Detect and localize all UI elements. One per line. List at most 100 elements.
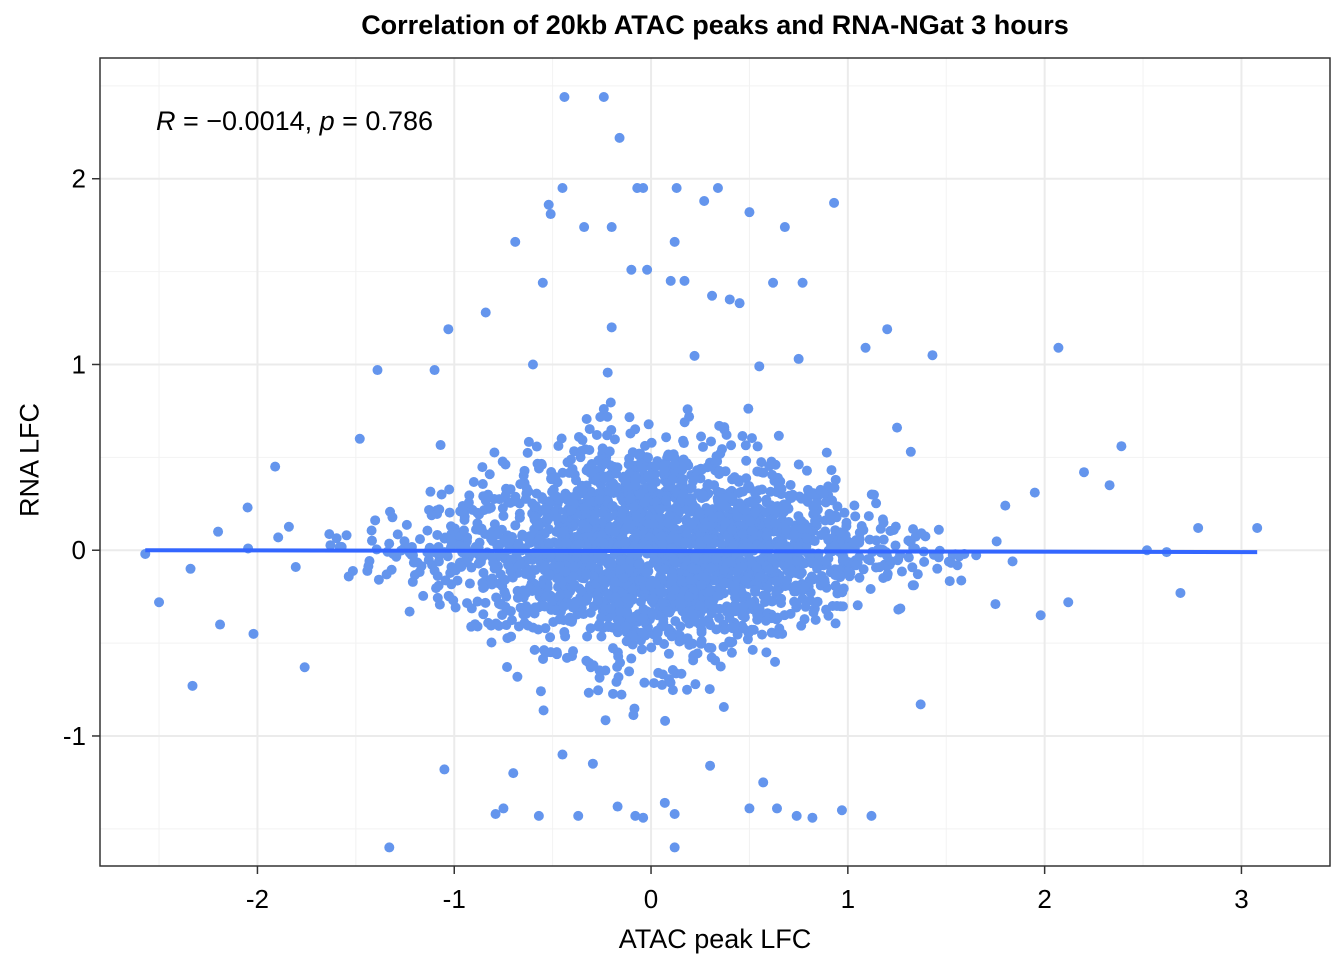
data-point: [370, 515, 381, 526]
fit-line: [145, 548, 1258, 555]
data-point: [764, 461, 775, 472]
data-point: [696, 635, 707, 646]
data-point: [811, 497, 822, 508]
x-axis-label: ATAC peak LFC: [618, 924, 812, 954]
data-point: [633, 559, 644, 570]
data-point: [831, 601, 842, 612]
x-tick-label: 0: [644, 884, 658, 914]
data-point: [694, 600, 705, 611]
data-point: [630, 480, 641, 491]
data-point: [486, 620, 497, 631]
x-tick-label: -1: [443, 884, 466, 914]
chart-title: Correlation of 20kb ATAC peaks and RNA-N…: [361, 10, 1069, 40]
data-point: [696, 431, 707, 442]
data-point: [802, 496, 813, 507]
data-point: [745, 516, 756, 527]
data-point: [832, 501, 843, 512]
data-point: [554, 551, 565, 562]
x-tick-label: 1: [841, 884, 855, 914]
data-point: [646, 642, 657, 653]
data-point: [749, 585, 760, 596]
data-point: [669, 584, 680, 595]
data-point: [739, 612, 750, 623]
data-point: [726, 440, 737, 451]
data-point: [730, 583, 741, 594]
data-point: [624, 556, 635, 567]
data-point: [758, 777, 769, 788]
data-point: [422, 525, 433, 536]
data-point: [702, 534, 713, 545]
data-point: [854, 572, 865, 583]
data-point: [643, 470, 654, 481]
data-point: [423, 554, 434, 565]
data-point: [585, 467, 596, 478]
data-point: [399, 536, 410, 547]
data-point: [603, 512, 614, 523]
data-point: [954, 551, 965, 562]
data-point: [716, 539, 727, 550]
data-point: [603, 622, 614, 633]
data-point: [533, 463, 544, 474]
data-point: [610, 592, 621, 603]
data-point: [703, 642, 714, 653]
data-point: [806, 488, 817, 499]
data-point: [669, 808, 680, 819]
data-point: [501, 483, 512, 494]
data-point: [602, 411, 613, 422]
data-point: [704, 586, 715, 597]
data-point: [519, 465, 530, 476]
data-point: [512, 592, 523, 603]
data-point: [644, 532, 655, 543]
y-tick-label: -1: [63, 721, 86, 751]
data-point: [617, 505, 628, 516]
data-point: [726, 622, 737, 633]
data-point: [629, 501, 640, 512]
data-point: [687, 519, 698, 530]
data-point: [540, 623, 551, 634]
data-point: [534, 534, 545, 545]
data-point: [823, 610, 834, 621]
data-point: [658, 617, 669, 628]
data-point: [895, 603, 906, 614]
data-point: [724, 613, 735, 624]
data-point: [678, 435, 689, 446]
data-point: [740, 505, 751, 516]
data-point: [919, 556, 930, 567]
data-point: [776, 503, 787, 514]
data-point: [812, 559, 823, 570]
data-point: [874, 562, 885, 573]
data-point: [595, 411, 606, 422]
data-point: [684, 591, 695, 602]
data-point: [489, 447, 500, 458]
data-point: [611, 468, 622, 479]
data-point: [772, 628, 783, 639]
data-point: [631, 511, 642, 522]
data-point: [569, 561, 580, 572]
data-point: [626, 653, 637, 664]
data-point: [459, 514, 470, 525]
data-point: [543, 199, 554, 210]
data-point: [725, 556, 736, 567]
data-point: [750, 507, 761, 518]
data-point: [801, 465, 812, 476]
data-point: [612, 801, 623, 812]
data-point: [560, 631, 571, 642]
data-point: [858, 564, 869, 575]
data-point: [705, 520, 716, 531]
data-point: [494, 494, 505, 505]
data-point: [650, 461, 661, 472]
data-point: [804, 551, 815, 562]
data-point: [826, 465, 837, 476]
data-point: [600, 715, 611, 726]
data-point: [502, 661, 513, 672]
data-point: [559, 92, 570, 103]
data-point: [819, 530, 830, 541]
data-point: [550, 472, 561, 483]
data-point: [325, 540, 336, 551]
data-point: [1079, 467, 1089, 478]
data-point: [584, 424, 595, 435]
data-point: [1063, 597, 1074, 608]
data-point: [463, 497, 474, 508]
data-point: [807, 812, 818, 823]
data-point: [792, 556, 803, 567]
